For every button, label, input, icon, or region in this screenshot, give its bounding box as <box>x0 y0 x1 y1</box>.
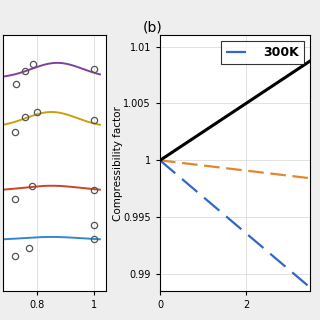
Legend: 300K: 300K <box>221 42 304 64</box>
Text: (b): (b) <box>142 21 162 35</box>
Text: Compressibility factor: Compressibility factor <box>113 106 124 220</box>
